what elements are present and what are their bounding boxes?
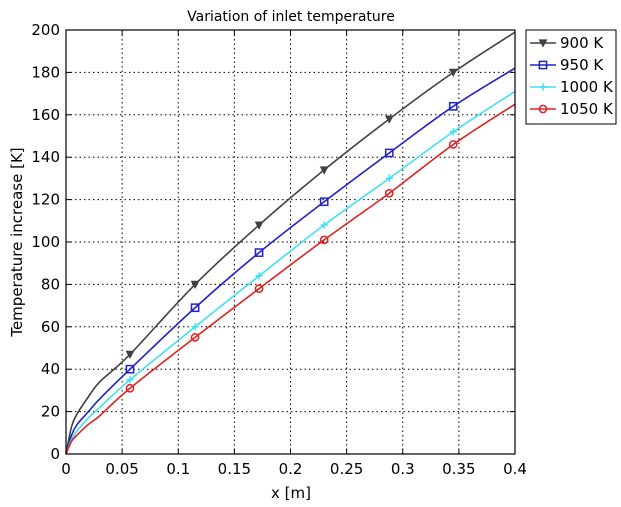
grid — [66, 30, 515, 454]
y-tick-label: 180 — [31, 63, 60, 81]
series-line-0 — [65, 31, 516, 455]
series-marker-2 — [255, 272, 263, 280]
x-tick-label: 0.05 — [105, 460, 138, 478]
series-marker-2 — [449, 128, 457, 136]
y-tick-label: 0 — [50, 445, 60, 463]
series-marker-2 — [385, 174, 393, 182]
series-marker-0 — [125, 350, 135, 360]
legend-marker-1 — [538, 60, 548, 70]
series-marker-3 — [448, 140, 458, 149]
x-tick-label: 0.3 — [391, 460, 415, 478]
x-tick-label: 0 — [61, 460, 71, 478]
y-tick-label: 20 — [41, 403, 60, 421]
y-tick-label: 100 — [31, 233, 60, 251]
y-tick-label: 200 — [31, 21, 60, 39]
x-tick-label: 0.4 — [503, 460, 527, 478]
series-marker-2 — [191, 323, 199, 331]
series-lines — [65, 31, 516, 455]
x-tick-label: 0.35 — [442, 460, 475, 478]
y-axis: 0 20 40 60 80 100 120 140 160 180 200 — [31, 21, 515, 463]
series-marker-1 — [384, 148, 394, 158]
series-marker-2 — [320, 221, 328, 229]
x-tick-label: 0.25 — [330, 460, 363, 478]
legend-marker-0 — [538, 39, 548, 48]
series-marker-3 — [125, 383, 135, 393]
x-axis: 0 0.05 0.1 0.15 0.2 0.25 0.3 0.35 0.4 — [61, 30, 527, 478]
series-marker-3 — [319, 235, 329, 245]
series-marker-0 — [190, 280, 200, 290]
legend-label-2: 1000 K — [560, 78, 614, 96]
series-marker-1 — [190, 303, 200, 313]
legend-label-1: 950 K — [560, 56, 604, 74]
series-markers — [125, 68, 458, 393]
series-marker-0 — [319, 166, 329, 175]
series-marker-3 — [190, 333, 200, 342]
series-line-2 — [65, 90, 516, 455]
y-tick-label: 60 — [41, 318, 60, 336]
legend-label-3: 1050 K — [560, 100, 614, 118]
x-tick-label: 0.15 — [218, 460, 251, 478]
y-axis-title: Temperature increase [K] — [8, 147, 26, 337]
chart-title: Variation of inlet temperature — [187, 9, 395, 25]
legend-marker-2 — [539, 83, 547, 91]
y-tick-label: 40 — [41, 360, 60, 378]
y-tick-label: 160 — [31, 106, 60, 124]
series-line-3 — [65, 103, 516, 455]
x-axis-title: x [m] — [271, 484, 311, 502]
series-marker-0 — [384, 115, 394, 124]
y-tick-label: 80 — [41, 275, 60, 293]
y-tick-label: 120 — [31, 191, 60, 209]
series-marker-3 — [254, 284, 264, 293]
series-marker-1 — [254, 248, 264, 257]
legend: 900 K 950 K 1000 K 1050 K — [525, 29, 617, 125]
legend-label-0: 900 K — [560, 34, 604, 52]
x-tick-label: 0.1 — [166, 460, 190, 478]
x-tick-label: 0.2 — [279, 460, 303, 478]
series-marker-0 — [448, 68, 458, 78]
series-marker-3 — [384, 188, 394, 198]
series-marker-2 — [126, 376, 134, 384]
series-marker-0 — [254, 221, 264, 230]
series-line-1 — [65, 67, 516, 455]
series-marker-1 — [319, 197, 329, 207]
series-marker-1 — [125, 364, 135, 374]
legend-marker-3 — [538, 104, 548, 114]
series-marker-1 — [448, 101, 458, 111]
y-tick-label: 140 — [31, 148, 60, 166]
